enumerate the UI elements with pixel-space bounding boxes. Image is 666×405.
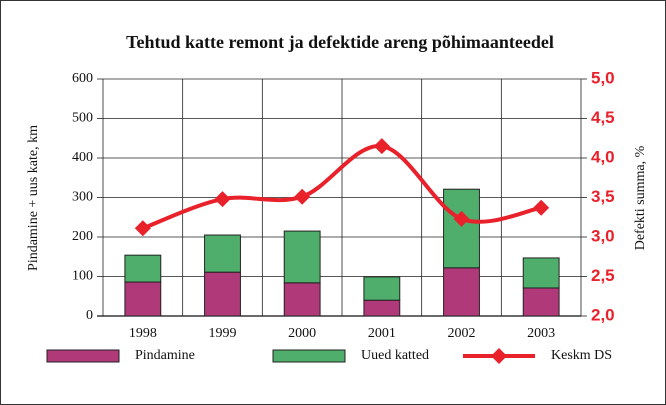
bar xyxy=(204,271,241,317)
y-tick-label: 300 xyxy=(72,190,93,205)
x-tick-label: 1999 xyxy=(209,326,237,341)
y2-tick-label: 2,5 xyxy=(591,266,615,285)
x-tick-label: 2002 xyxy=(448,326,476,341)
y-tick-label: 200 xyxy=(72,229,93,244)
marker xyxy=(294,188,311,205)
y-tick-label: 400 xyxy=(72,150,93,165)
legend-marker xyxy=(491,348,507,364)
y2-axis-label: Defekti summa, % xyxy=(633,145,648,250)
legend-label: Keskm DS xyxy=(551,348,612,363)
x-tick-label: 2003 xyxy=(527,326,555,341)
bar xyxy=(204,234,241,273)
marker xyxy=(453,210,470,227)
bar xyxy=(363,276,401,301)
bar xyxy=(124,254,162,283)
bar xyxy=(283,230,321,284)
bar xyxy=(363,299,401,317)
y-tick-label: 0 xyxy=(86,308,93,323)
bar xyxy=(124,281,162,317)
bar xyxy=(522,287,560,317)
bar xyxy=(283,282,321,317)
y2-tick-label: 4,5 xyxy=(591,108,615,127)
x-tick-label: 1998 xyxy=(129,326,157,341)
x-tick-label: 2000 xyxy=(288,326,316,341)
marker xyxy=(134,220,151,237)
bar xyxy=(443,188,480,269)
y-tick-label: 100 xyxy=(72,269,93,284)
legend-swatch xyxy=(272,349,346,363)
y-tick-label: 500 xyxy=(72,111,93,126)
y-axis-label: Pindamine + uus kate, km xyxy=(26,125,41,271)
legend-label: Uued katted xyxy=(361,348,429,363)
bar xyxy=(522,257,560,289)
y2-tick-label: 3,0 xyxy=(591,226,615,245)
marker xyxy=(214,191,231,208)
legend-label: Pindamine xyxy=(135,348,195,363)
marker xyxy=(373,138,390,155)
x-tick-label: 2001 xyxy=(368,326,396,341)
y2-tick-label: 2,0 xyxy=(591,305,615,324)
bar xyxy=(443,267,480,317)
marker xyxy=(533,199,550,216)
chart-title: Tehtud katte remont ja defektide areng p… xyxy=(126,32,554,52)
y2-tick-label: 3,5 xyxy=(591,187,615,206)
y-tick-label: 600 xyxy=(72,71,93,86)
y2-tick-label: 4,0 xyxy=(591,147,615,166)
y2-tick-label: 5,0 xyxy=(591,68,615,87)
legend-swatch xyxy=(46,349,120,363)
